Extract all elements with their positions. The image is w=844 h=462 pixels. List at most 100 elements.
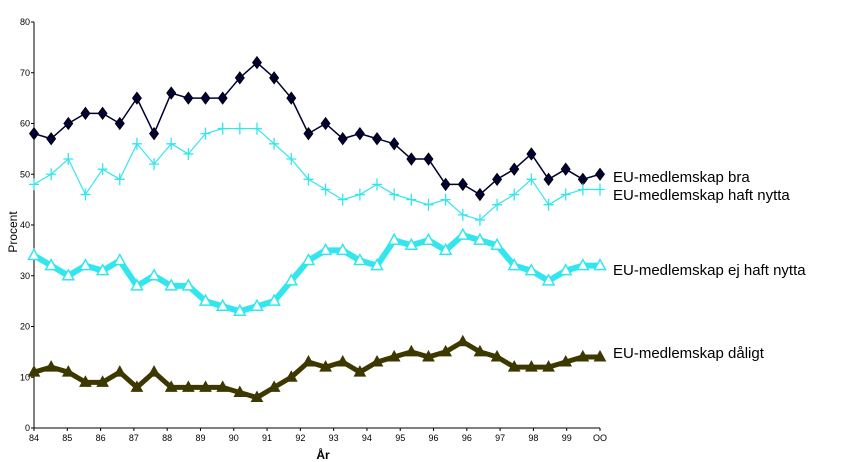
legend-label-series-2: EU-medlemskap haft nytta xyxy=(613,187,790,204)
data-point xyxy=(319,360,332,372)
data-point xyxy=(199,380,212,392)
data-point xyxy=(526,173,537,186)
data-point xyxy=(389,137,400,151)
data-point xyxy=(473,344,487,357)
x-tick-label: 99 xyxy=(562,433,572,443)
y-tick-label: 40 xyxy=(20,220,30,230)
data-point xyxy=(286,91,297,105)
data-point xyxy=(114,173,125,186)
data-point xyxy=(422,349,435,362)
data-point xyxy=(318,242,333,256)
data-point xyxy=(80,188,91,201)
data-point xyxy=(267,380,281,392)
data-point xyxy=(559,354,573,367)
data-point xyxy=(284,273,299,286)
data-point xyxy=(320,116,331,131)
data-point xyxy=(303,126,314,141)
data-point xyxy=(147,268,161,281)
data-point xyxy=(183,91,194,105)
x-tick-label: OO xyxy=(593,433,607,443)
data-point xyxy=(423,152,434,166)
data-point xyxy=(560,188,571,201)
x-tick-label: 96 xyxy=(462,433,472,443)
series-layer xyxy=(27,55,607,403)
y-tick-label: 60 xyxy=(20,119,30,129)
data-point xyxy=(387,232,401,245)
data-point xyxy=(46,132,57,146)
data-point xyxy=(439,344,452,357)
y-tick-label: 0 xyxy=(25,423,30,433)
data-point xyxy=(164,278,178,291)
data-point xyxy=(595,167,605,181)
legend-label-series-1: EU-medlemskap bra xyxy=(613,169,750,186)
data-point xyxy=(492,172,503,186)
y-axis-label: Procent xyxy=(6,211,20,253)
data-point xyxy=(217,122,228,135)
data-point xyxy=(149,126,160,141)
data-point xyxy=(492,198,503,211)
data-point xyxy=(423,198,434,211)
data-point xyxy=(301,252,316,266)
data-point xyxy=(440,193,451,206)
data-point xyxy=(269,137,280,150)
data-point xyxy=(387,349,401,362)
x-tick-label: 84 xyxy=(29,433,39,443)
data-point xyxy=(560,162,571,176)
data-point xyxy=(284,370,298,382)
data-point xyxy=(200,127,211,140)
legend-label-series-3: EU-medlemskap ej haft nytta xyxy=(613,262,806,279)
data-point xyxy=(457,177,468,192)
data-point xyxy=(490,349,504,362)
x-tick-label: 94 xyxy=(362,433,372,443)
data-point xyxy=(526,147,537,161)
data-point xyxy=(233,303,247,317)
data-point xyxy=(354,188,365,201)
data-point xyxy=(354,126,365,141)
data-point xyxy=(372,132,383,146)
data-point xyxy=(525,360,538,372)
data-point xyxy=(234,71,245,85)
data-point xyxy=(302,354,315,367)
data-point xyxy=(353,365,367,377)
series-4 xyxy=(27,334,607,403)
x-tick-label: 90 xyxy=(229,433,239,443)
x-tick-label: 88 xyxy=(162,433,172,443)
data-point xyxy=(490,237,504,251)
data-point xyxy=(182,380,195,392)
x-tick-label: 91 xyxy=(262,433,272,443)
data-point xyxy=(337,193,348,206)
data-point xyxy=(267,293,281,306)
data-point xyxy=(63,116,74,131)
y-tick-label: 80 xyxy=(20,17,30,27)
data-point xyxy=(149,158,160,171)
data-point xyxy=(576,349,590,362)
data-point xyxy=(131,91,142,105)
data-point xyxy=(421,232,436,245)
data-point xyxy=(183,147,194,160)
data-point xyxy=(97,163,108,176)
data-point xyxy=(200,91,211,105)
data-point xyxy=(337,132,348,146)
x-ticks: 84 85 86 87 88 89 90 91 92 93 94 95 96 96 97 98 99 OO xyxy=(29,428,607,443)
data-point xyxy=(233,385,247,397)
data-point xyxy=(78,258,93,271)
data-point xyxy=(509,188,520,201)
data-point xyxy=(269,71,280,85)
x-tick-label: 93 xyxy=(329,433,339,443)
data-point xyxy=(541,273,556,286)
data-point xyxy=(595,183,605,196)
series-line xyxy=(33,339,600,401)
data-point xyxy=(474,213,485,226)
data-point xyxy=(404,344,418,357)
data-point xyxy=(112,252,127,266)
data-point xyxy=(114,116,125,131)
x-tick-label: 86 xyxy=(96,433,106,443)
data-point xyxy=(61,365,75,377)
data-point xyxy=(370,354,384,367)
data-point xyxy=(198,293,213,306)
data-point xyxy=(372,178,383,191)
data-point xyxy=(370,258,384,271)
data-point xyxy=(44,258,58,271)
data-point xyxy=(63,153,74,166)
y-tick-label: 50 xyxy=(20,169,30,179)
